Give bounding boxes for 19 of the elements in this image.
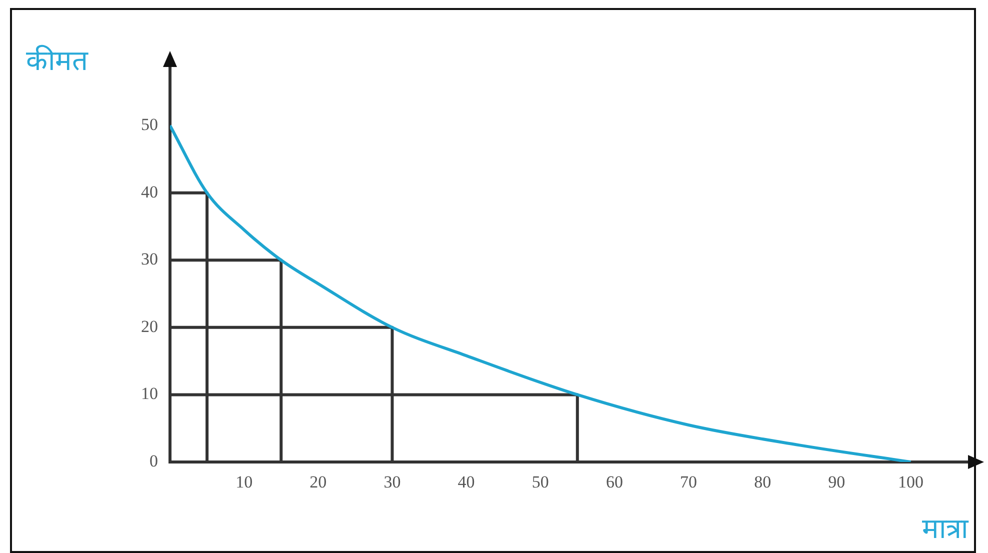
y-axis-title: कीमत xyxy=(26,43,88,78)
x-tick-label: 40 xyxy=(458,472,475,492)
x-tick-label: 100 xyxy=(898,472,924,492)
x-tick-label: 50 xyxy=(532,472,549,492)
x-tick-label: 60 xyxy=(606,472,623,492)
y-tick-label: 40 xyxy=(141,182,158,202)
y-tick-label: 30 xyxy=(141,250,158,269)
x-tick-label: 20 xyxy=(310,472,327,492)
x-tick-label: 30 xyxy=(384,472,401,492)
x-tick-label: 10 xyxy=(236,472,253,492)
x-tick-label: 90 xyxy=(828,472,846,492)
x-tick-label: 80 xyxy=(754,472,772,492)
y-tick-label: 20 xyxy=(141,316,158,336)
y-tick-label: 50 xyxy=(141,115,158,134)
x-axis-title: मात्रा xyxy=(922,511,968,546)
x-tick-label: 70 xyxy=(680,472,698,492)
y-tick-label: 0 xyxy=(150,451,158,470)
y-tick-label: 10 xyxy=(141,384,158,404)
line-series xyxy=(170,124,912,462)
